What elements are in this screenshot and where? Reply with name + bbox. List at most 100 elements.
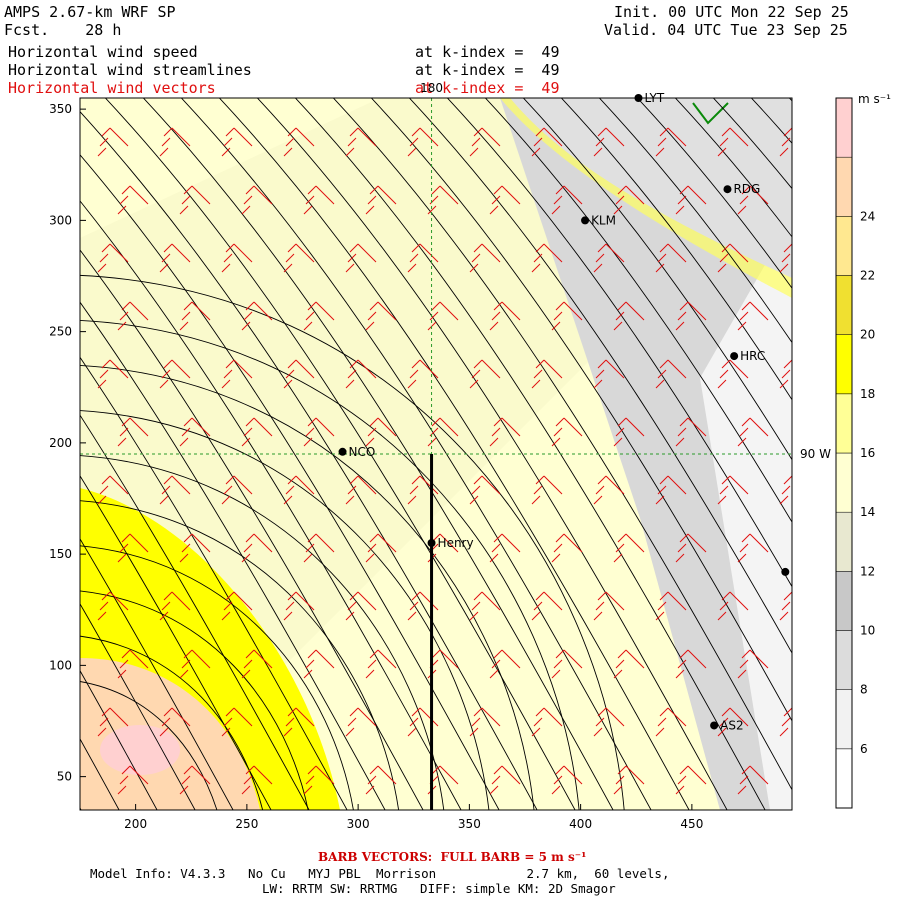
field-name-1: Horizontal wind speed	[8, 43, 198, 61]
streamline	[522, 98, 792, 461]
wind-barb	[345, 359, 377, 389]
wind-barb	[717, 243, 749, 273]
streamline	[80, 537, 234, 810]
streamline	[80, 301, 386, 810]
wind-barb	[179, 185, 211, 215]
wind-barb	[407, 243, 439, 273]
wind-barb	[489, 417, 521, 447]
y-tick-label: 100	[49, 658, 72, 672]
wind-barb	[779, 475, 792, 505]
wind-barb	[365, 533, 397, 563]
wind-barb	[675, 533, 707, 563]
x-tick-label: 400	[569, 817, 592, 831]
wind-barb	[427, 649, 459, 679]
wind-barb	[737, 185, 769, 215]
streamline-curved	[80, 681, 218, 810]
wind-barb	[489, 533, 521, 563]
wind-barb	[737, 417, 769, 447]
wind-barb	[221, 475, 253, 505]
streamline	[180, 98, 652, 810]
wind-barb	[593, 707, 625, 737]
streamline	[674, 98, 792, 238]
y-tick-label: 250	[49, 325, 72, 339]
wind-barb	[283, 359, 315, 389]
wind-barb	[283, 707, 315, 737]
colorbar-tick-label: 10	[860, 624, 875, 638]
wind-barb	[97, 591, 129, 621]
streamline	[80, 414, 310, 810]
colorbar-tick-label: 16	[860, 446, 875, 460]
wind-barb	[221, 707, 253, 737]
wind-barb	[345, 243, 377, 273]
wind-barb	[159, 127, 191, 157]
wind-barb	[303, 765, 335, 795]
valid-time: Valid. 04 UTC Tue 23 Sep 25	[604, 21, 848, 39]
colorbar-unit: m s⁻¹	[858, 92, 891, 106]
wind-barb	[717, 475, 749, 505]
x-tick-label: 250	[235, 817, 258, 831]
wind-barb	[551, 765, 583, 795]
wind-barb	[365, 417, 397, 447]
wind-barb	[407, 591, 439, 621]
station-dot	[338, 447, 347, 456]
streamline	[256, 98, 728, 810]
x-tick-label: 450	[680, 817, 703, 831]
field-level-1: at k-index = 49	[415, 43, 560, 61]
colorbar-frame	[835, 97, 853, 809]
wind-barb	[489, 185, 521, 215]
wind-barb	[779, 243, 792, 273]
wind-barb	[221, 127, 253, 157]
colorbar-segment	[835, 275, 853, 335]
colorbar-segment	[835, 689, 853, 750]
wind-barb	[345, 591, 377, 621]
init-time: Init. 00 UTC Mon 22 Sep 25	[614, 3, 849, 21]
streamline	[80, 200, 462, 810]
wind-barb	[303, 649, 335, 679]
wind-barb	[241, 301, 273, 331]
wind-barb	[283, 591, 315, 621]
streamline-curved	[80, 365, 535, 810]
wind-barb	[469, 127, 501, 157]
wind-barb	[427, 185, 459, 215]
streamline	[894, 88, 900, 830]
wind-barb	[593, 243, 625, 273]
wind-barb	[427, 765, 459, 795]
streamline-curved	[80, 410, 490, 810]
wind-barb	[655, 127, 687, 157]
streamline	[104, 98, 576, 810]
wind-barb	[613, 649, 645, 679]
streamline	[332, 98, 792, 791]
wind-barb	[427, 417, 459, 447]
wind-barb	[800, 418, 830, 446]
wind-barb	[427, 533, 459, 563]
wind-barb	[427, 301, 459, 331]
wind-barb	[655, 591, 687, 621]
station-dot	[730, 352, 739, 361]
x-tick-label: 300	[347, 817, 370, 831]
wind-barb	[717, 359, 749, 389]
streamline	[80, 475, 272, 810]
streamline	[80, 111, 538, 810]
wind-barb	[241, 649, 273, 679]
streamline	[0, 88, 54, 830]
station-dot	[427, 539, 436, 547]
station-dot	[710, 721, 719, 730]
wind-barb	[489, 301, 521, 331]
station-label: NCO	[349, 445, 376, 459]
colorbar-segment	[835, 748, 853, 809]
wind-barb	[593, 127, 625, 157]
wind-barb	[407, 707, 439, 737]
streamline	[408, 98, 792, 654]
station-dot	[723, 185, 732, 194]
wind-barb	[655, 359, 687, 389]
wind-barb	[531, 359, 563, 389]
wind-barb	[241, 185, 273, 215]
wind-barb	[800, 766, 830, 794]
wind-barb	[779, 591, 792, 621]
wind-barb	[97, 243, 129, 273]
wind-barb	[97, 707, 129, 737]
wind-barb	[717, 127, 749, 157]
wind-barb	[241, 533, 273, 563]
green-contour	[692, 102, 729, 125]
